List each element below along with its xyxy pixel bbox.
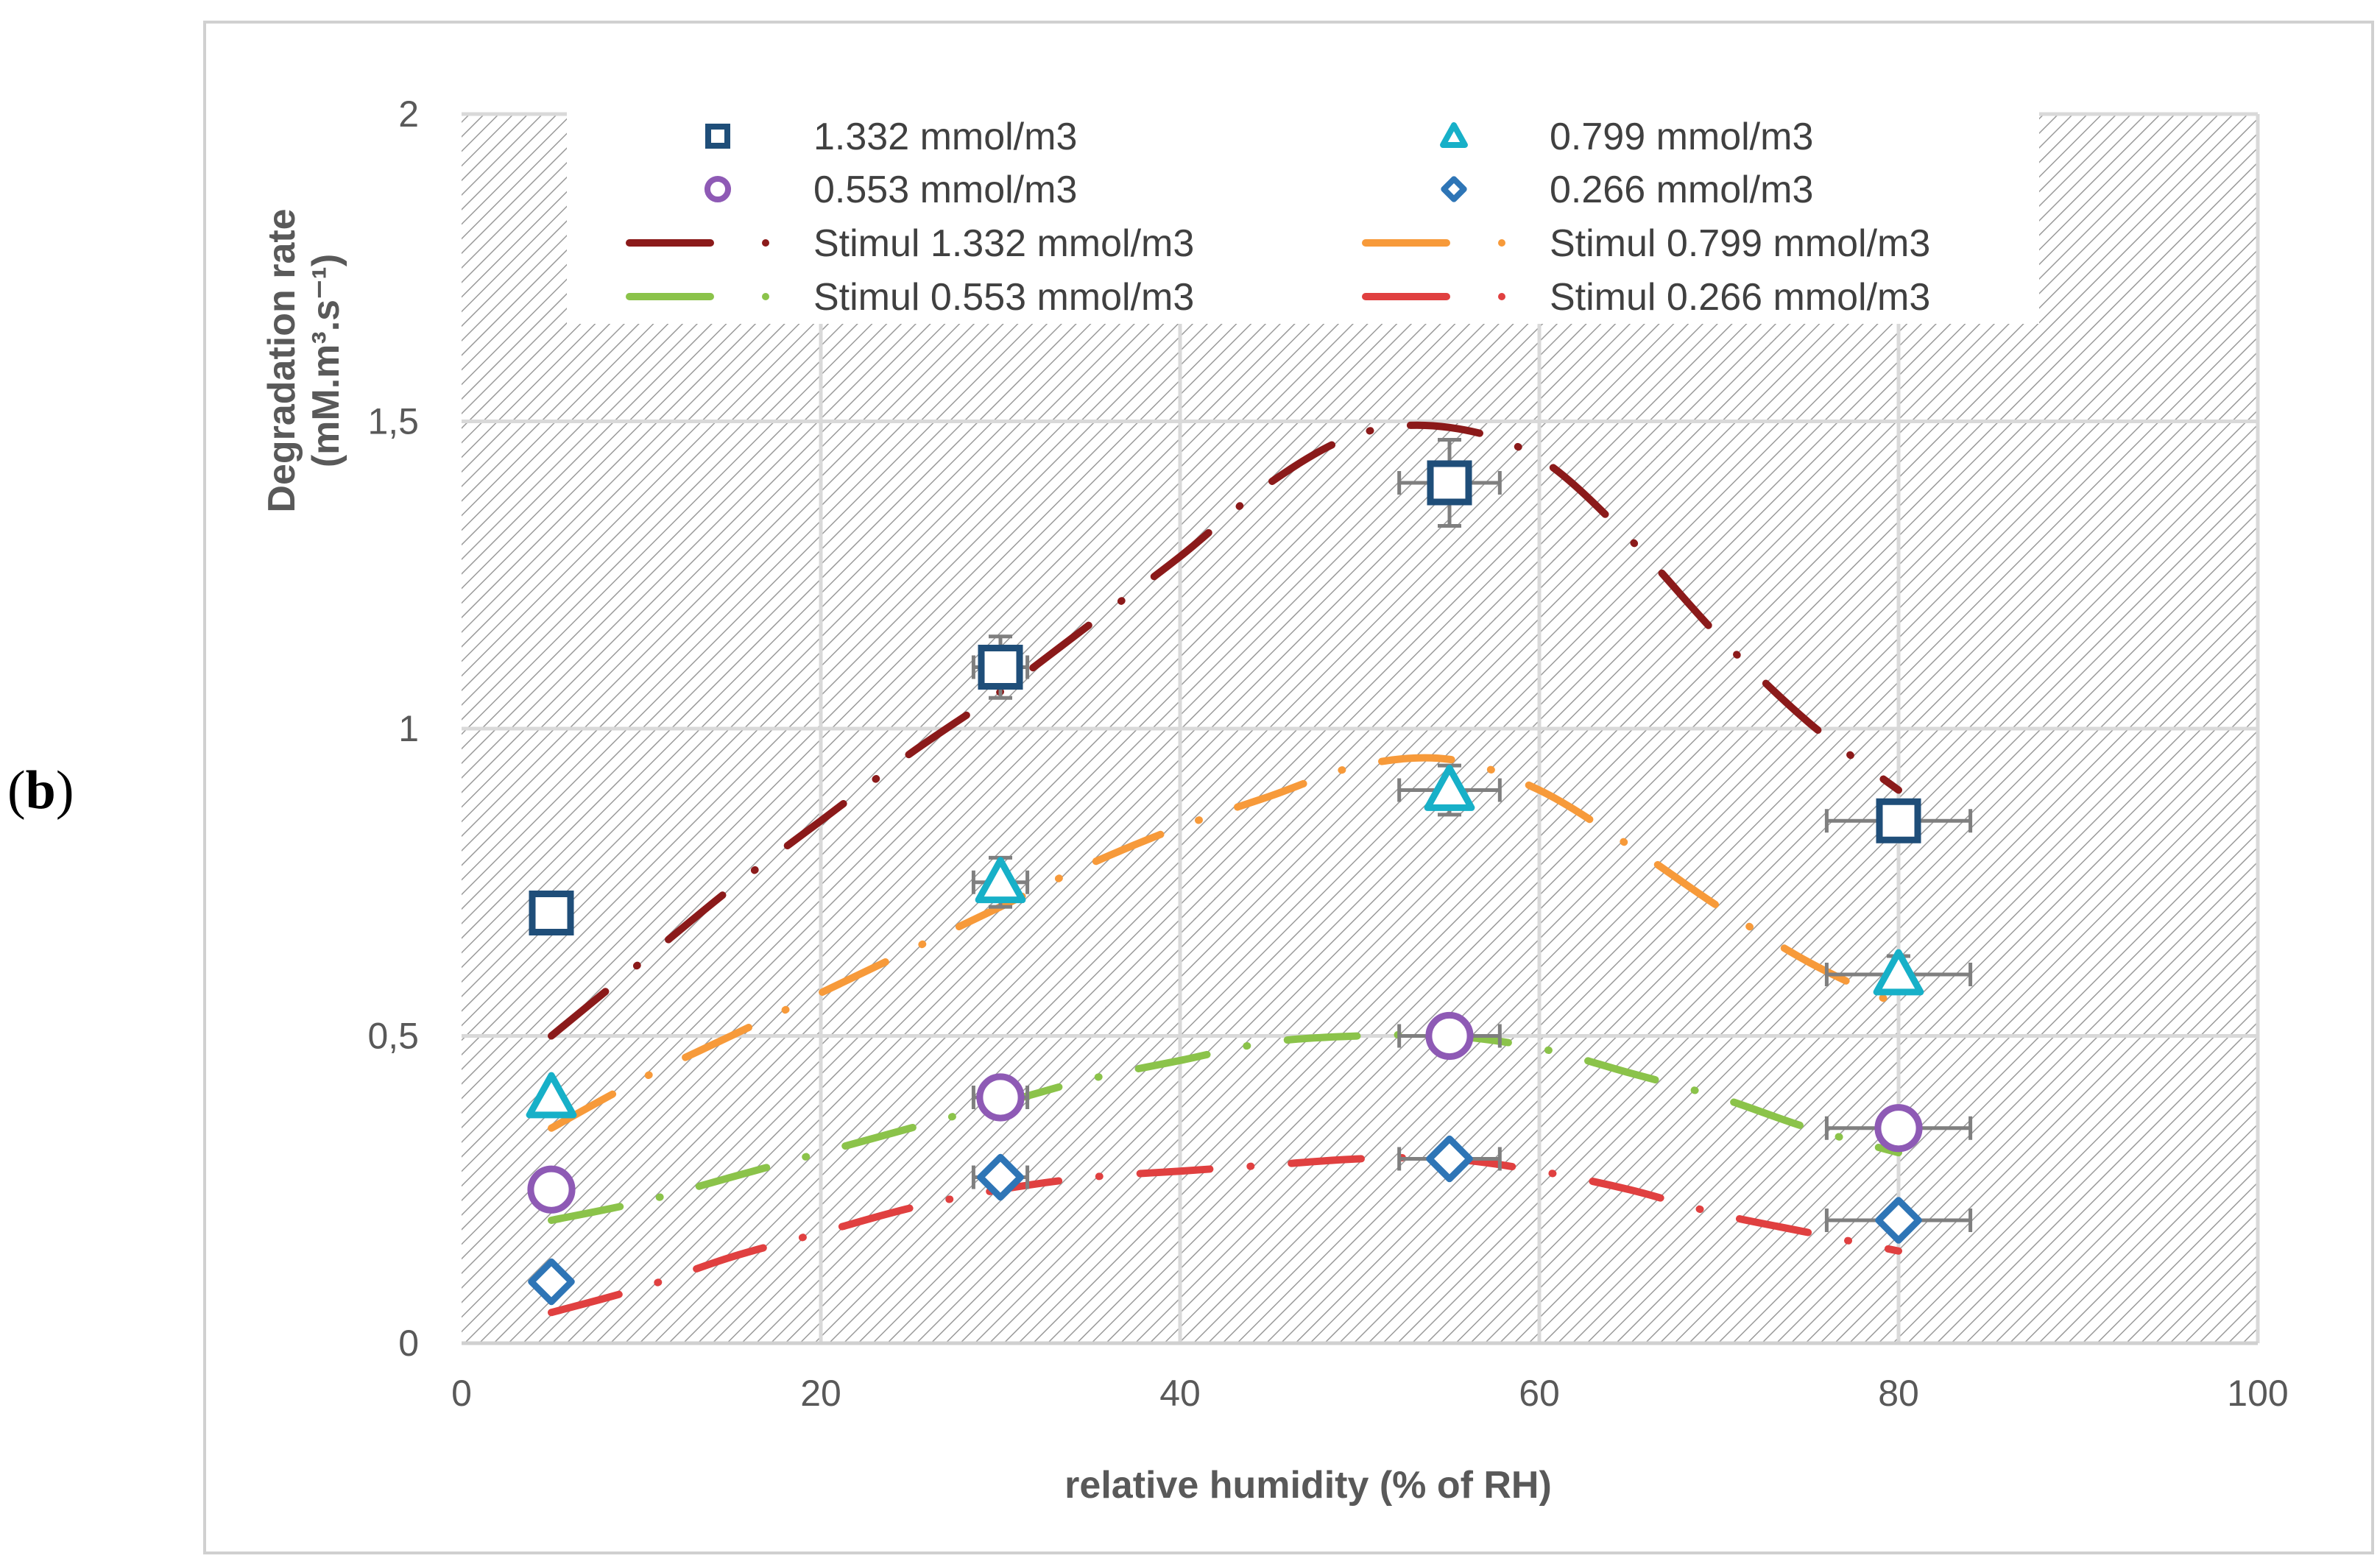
fit-curves [548,421,1902,1317]
y-axis-title-line1: Degradation rate [261,208,303,512]
data-point-square [978,645,1023,690]
legend-marker-square [705,124,730,149]
y-axis-title: Degradation rate (mM.m³.s⁻¹) [261,208,347,512]
data-point-circle [1874,1104,1923,1153]
data-point-diamond [1426,1135,1473,1183]
data-point-triangle [1873,949,1924,996]
legend-marker-circle [704,175,732,203]
y-tick-label: 1,5 [367,401,419,442]
legend-label: Stimul 0.799 mmol/m3 [1550,222,1930,265]
panel-label: (b) [7,760,74,821]
data-point-diamond [528,1258,575,1306]
data-point-triangle [975,857,1026,904]
y-tick-label: 0,5 [367,1016,419,1057]
data-point-diamond [977,1153,1024,1201]
legend-label: 1.332 mmol/m3 [813,116,1077,158]
x-tick-label: 100 [2227,1373,2288,1414]
fit-curve [548,754,1902,1132]
legend-dot-swatch [762,293,769,300]
legend-dot-swatch [1498,293,1505,300]
y-tick-label: 2 [398,93,419,135]
data-point-diamond [1875,1197,1922,1244]
y-axis-title-line2: (mM.m³.s⁻¹) [305,254,347,467]
y-tick-label: 1 [398,708,419,749]
legend-marker-diamond [1441,176,1467,202]
x-axis-title: relative humidity (% of RH) [1064,1464,1552,1507]
legend-label: 0.266 mmol/m3 [1550,169,1813,211]
y-tick-label: 0 [398,1323,419,1364]
legend-marker-triangle [1440,122,1468,148]
legend-label: Stimul 0.266 mmol/m3 [1550,276,1930,319]
data-point-triangle [1424,765,1475,811]
x-tick-label: 60 [1519,1373,1560,1414]
legend-label: Stimul 0.553 mmol/m3 [813,276,1194,319]
panel-label-open: ( [7,760,26,821]
tick-labels: 00,511,520 20 40 60 80 100 [367,93,2288,1414]
data-point-square [529,891,574,935]
data-markers [526,460,1924,1306]
data-point-square [1876,798,1921,843]
legend-label: 0.553 mmol/m3 [813,169,1077,211]
legend-box [567,110,2039,324]
data-point-circle [527,1165,576,1214]
x-tick-label: 0 [451,1373,472,1414]
x-tick-label: 80 [1878,1373,1919,1414]
legend-dot-swatch [1498,239,1505,247]
legend: 1.332 mmol/m3 0.799 mmol/m3 0.553 mmol/m3 0… [626,116,1930,319]
legend-label: Stimul 1.332 mmol/m3 [813,222,1194,265]
data-point-square [1427,460,1472,506]
panel-label-close: ) [56,760,74,821]
legend-dot-swatch [762,239,769,247]
legend-label: 0.799 mmol/m3 [1550,116,1813,158]
x-tick-label: 20 [800,1373,841,1414]
panel-label-letter: b [26,760,56,821]
data-point-triangle [526,1072,577,1119]
data-point-circle [1425,1011,1474,1061]
x-tick-label: 40 [1159,1373,1201,1414]
data-point-circle [976,1073,1025,1122]
fit-curve [548,421,1902,1040]
